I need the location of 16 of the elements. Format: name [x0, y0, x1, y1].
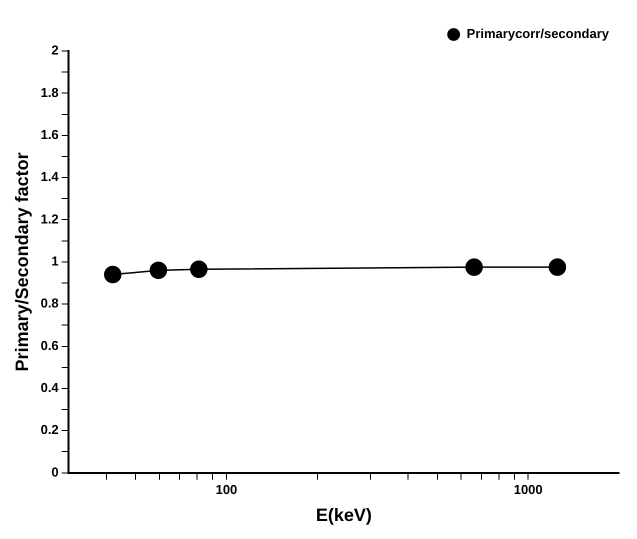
y-axis-title: Primary/Secondary factor: [12, 152, 32, 372]
x-tick-label: 1000: [514, 482, 543, 498]
x-axis-title: E(keV): [316, 505, 372, 526]
y-tick-label: 0.2: [40, 422, 59, 438]
y-tick-label: 0.6: [40, 338, 59, 353]
y-tick-label: 1: [51, 253, 59, 268]
y-tick-label: 0: [51, 464, 59, 480]
legend-label: Primarycorr/secondary: [466, 26, 610, 42]
y-tick-label: 1.2: [40, 211, 59, 226]
y-tick-label: 1.8: [40, 84, 59, 100]
y-tick-label: 0.8: [40, 296, 59, 311]
y-tick-label: 2: [51, 42, 59, 58]
y-tick-label: 1.4: [40, 169, 60, 184]
x-tick-label: 100: [216, 482, 238, 498]
y-tick-label: 1.6: [40, 126, 59, 142]
y-tick-label: 0.4: [40, 380, 60, 396]
